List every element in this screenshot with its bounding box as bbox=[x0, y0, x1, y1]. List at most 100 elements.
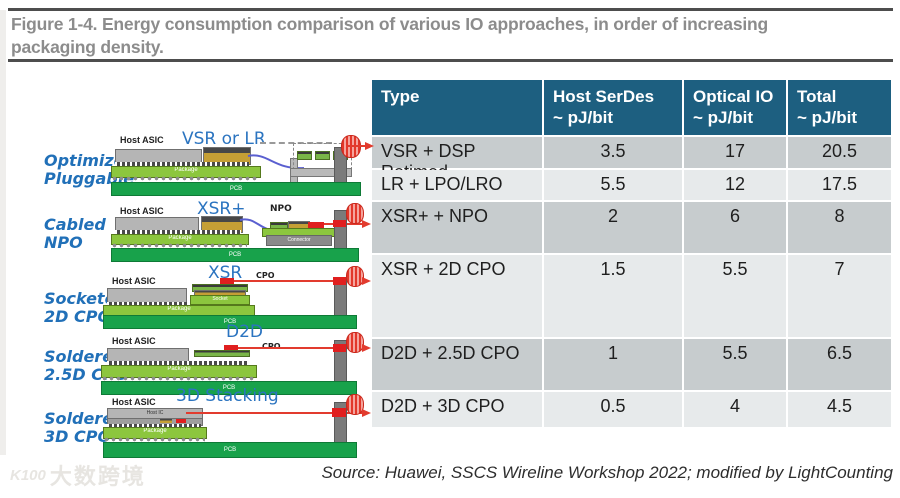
socket: Socket bbox=[190, 295, 250, 305]
table-row-cell: XSR+ + NPO bbox=[372, 202, 542, 253]
table-row-cell: VSR + DSP Retimed bbox=[372, 137, 542, 182]
title-rule-bottom bbox=[8, 59, 893, 62]
col-header-total: Total ~ pJ/bit bbox=[788, 80, 891, 135]
microbumps bbox=[115, 162, 249, 166]
fiber-connector bbox=[333, 344, 346, 352]
col-header-optical-io: Optical IO ~ pJ/bit bbox=[684, 80, 786, 135]
table-row-cell: 20.5 bbox=[788, 137, 891, 168]
col-header-total-unit: ~ pJ/bit bbox=[797, 108, 857, 128]
watermark-text: 大数跨境 bbox=[49, 464, 146, 489]
diagram-label-line1: Cabled bbox=[44, 215, 106, 234]
host-asic-label: Host ASIC bbox=[112, 397, 156, 407]
table-row-cell: 0.5 bbox=[544, 392, 682, 427]
energy-comparison-table: Type Host SerDes ~ pJ/bit Optical IO ~ p… bbox=[372, 80, 891, 427]
fiber-line bbox=[234, 280, 364, 282]
faceplate-post bbox=[334, 210, 347, 252]
table-row-cell: 12 bbox=[684, 170, 786, 200]
table-row-cell: XSR + 2D CPO bbox=[372, 255, 542, 337]
microbumps bbox=[115, 230, 241, 234]
npo-connector: Connector bbox=[266, 235, 332, 246]
microbumps bbox=[107, 302, 187, 305]
laser-icon bbox=[220, 278, 234, 284]
diagram-soldered-3d-cpo: Soldered 3D CPO 3D Stacking Host ASIC Ho… bbox=[8, 386, 372, 458]
page-edge-strip bbox=[0, 10, 6, 455]
diagram-label: Soldered 3D CPO bbox=[44, 410, 125, 446]
cpo-label: CPO bbox=[256, 271, 275, 280]
diagram-label-line1: Soldered bbox=[44, 409, 125, 428]
pcb-bar: PCB bbox=[111, 182, 361, 196]
solder-balls bbox=[111, 243, 247, 248]
table-row-cell: 6 bbox=[684, 202, 786, 253]
cpo-chip bbox=[194, 350, 250, 357]
watermark: K100 大数跨境 bbox=[10, 459, 146, 491]
table-row-cell: 6.5 bbox=[788, 339, 891, 390]
link-label-3d-stacking: 3D Stacking bbox=[176, 386, 279, 406]
laser-icon bbox=[224, 345, 238, 350]
diagram-soldered-25d-cpo: Soldered 2.5D CPO D2D CPO Host ASIC Pack… bbox=[8, 322, 372, 395]
solder-balls bbox=[101, 376, 255, 381]
host-asic-label: Host ASIC bbox=[120, 206, 164, 216]
col-header-optical-io-label: Optical IO bbox=[693, 87, 774, 106]
diagram-label-line2: 2D CPO bbox=[44, 306, 112, 326]
diagram-label-line1: Socketed bbox=[44, 289, 127, 308]
table-row-cell: 1.5 bbox=[544, 255, 682, 337]
table-row-cell: 5.5 bbox=[684, 339, 786, 390]
table-row-cell: D2D + 2.5D CPO bbox=[372, 339, 542, 390]
fiber-connector bbox=[333, 220, 346, 227]
fiber-connector bbox=[333, 277, 346, 285]
pcb-bar: PCB bbox=[101, 381, 357, 395]
source-credit: Source: Huawei, SSCS Wireline Workshop 2… bbox=[321, 463, 893, 482]
col-header-type: Type bbox=[372, 80, 542, 135]
table-row-cell: 17 bbox=[684, 137, 786, 168]
module-chip bbox=[315, 151, 330, 160]
link-label-vsr-lr: VSR or LR bbox=[182, 129, 266, 149]
solder-balls bbox=[103, 437, 205, 442]
module-board bbox=[290, 168, 352, 177]
fiber-line bbox=[238, 347, 364, 349]
diagram-label-line2: NPO bbox=[44, 232, 83, 252]
fiber-spool-icon bbox=[346, 266, 364, 287]
diagram-label-line2: 3D CPO bbox=[44, 426, 112, 446]
module-chip bbox=[297, 151, 312, 160]
fiber-spool-icon bbox=[346, 332, 364, 353]
table-row-cell: 4.5 bbox=[788, 392, 891, 427]
watermark-logo-icon: K100 bbox=[10, 466, 46, 484]
table-row-cell: 1 bbox=[544, 339, 682, 390]
table-row-cell: LR + LPO/LRO bbox=[372, 170, 542, 200]
fiber-line bbox=[186, 412, 364, 414]
link-label-d2d: D2D bbox=[226, 322, 263, 342]
figure-caption: Figure 1-4. Energy consumption compariso… bbox=[11, 14, 769, 58]
pcb-bar: PCB bbox=[103, 442, 357, 458]
laser-icon bbox=[308, 222, 324, 228]
diagram-label-line1: Optimized bbox=[44, 151, 136, 170]
host-asic-label: Host ASIC bbox=[120, 135, 164, 145]
interposer-bumps bbox=[107, 361, 248, 365]
diagram-cabled-npo: Cabled NPO XSR+ NPO Host ASIC Package Co… bbox=[8, 198, 372, 262]
table-row-cell: 2 bbox=[544, 202, 682, 253]
fiber-spool-icon bbox=[346, 394, 364, 415]
fiber-connector bbox=[332, 408, 346, 417]
fiber-arrow-icon bbox=[362, 344, 371, 352]
npo-label: NPO bbox=[270, 204, 292, 214]
laser-icon bbox=[176, 419, 186, 423]
fiber-arrow-icon bbox=[362, 220, 371, 228]
table-row-cell: D2D + 3D CPO bbox=[372, 392, 542, 427]
table-row-cell: 3.5 bbox=[544, 137, 682, 168]
microbumps bbox=[107, 424, 201, 427]
table-row-cell: 17.5 bbox=[788, 170, 891, 200]
fiber-arrow-icon bbox=[362, 277, 371, 285]
fiber-spool-icon bbox=[346, 203, 364, 224]
diagram-optimized-pluggable: Optimized Pluggable VSR or LR Host ASIC … bbox=[8, 126, 374, 198]
col-header-host-serdes: Host SerDes ~ pJ/bit bbox=[544, 80, 682, 135]
col-header-optical-io-unit: ~ pJ/bit bbox=[693, 108, 753, 128]
diagram-label-line1: Soldered bbox=[44, 347, 125, 366]
link-label-xsr-plus: XSR+ bbox=[197, 199, 246, 219]
solder-balls bbox=[111, 176, 259, 181]
diagram-label: Cabled NPO bbox=[44, 216, 106, 252]
fiber-arrow-icon bbox=[365, 142, 374, 150]
fiber-line bbox=[348, 145, 368, 147]
fiber-arrow-icon bbox=[362, 409, 371, 417]
table-row-cell: 8 bbox=[788, 202, 891, 253]
col-header-host-serdes-unit: ~ pJ/bit bbox=[553, 108, 613, 128]
col-header-total-label: Total bbox=[797, 87, 837, 106]
